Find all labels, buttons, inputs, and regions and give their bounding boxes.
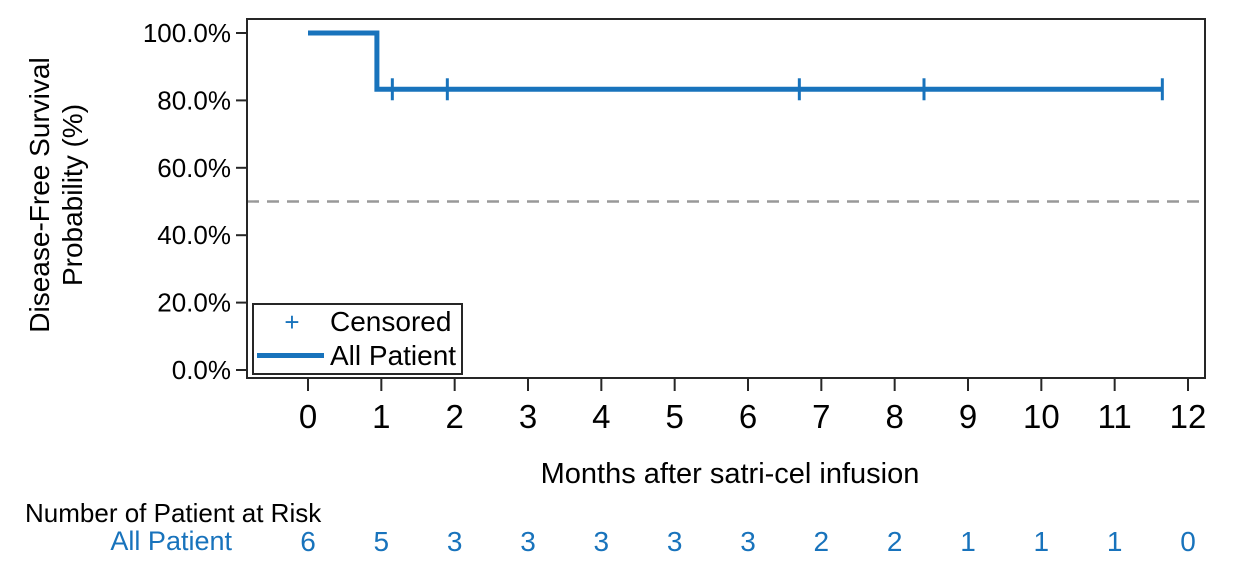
- risk-count: 6: [300, 526, 316, 557]
- legend-item-censored: + Censored: [254, 306, 461, 339]
- legend-label-all-patient: All Patient: [330, 339, 457, 371]
- x-tick-label: 1: [372, 398, 390, 435]
- y-tick-label: 60.0%: [157, 153, 231, 183]
- x-tick-label: 2: [445, 398, 463, 435]
- risk-count: 3: [666, 526, 683, 557]
- risk-table-title: Number of Patient at Risk: [25, 498, 322, 528]
- y-tick-label: 40.0%: [157, 220, 231, 250]
- x-tick-label: 4: [592, 398, 610, 435]
- risk-count: 2: [813, 526, 830, 557]
- legend-label-censored: Censored: [330, 306, 452, 338]
- risk-count: 0: [1180, 526, 1196, 557]
- y-tick-label: 20.0%: [157, 288, 231, 318]
- censored-plus-icon: +: [284, 307, 300, 338]
- x-tick-label: 0: [299, 398, 317, 435]
- x-tick-label: 3: [519, 398, 537, 435]
- y-axis-title: Disease-Free Survival Probability (%): [23, 0, 89, 405]
- risk-count: 3: [593, 526, 610, 557]
- x-tick-label: 6: [739, 398, 757, 435]
- risk-count: 1: [960, 526, 976, 557]
- risk-count: 3: [520, 526, 536, 557]
- x-tick-label: 8: [885, 398, 903, 435]
- x-axis-title: Months after satri-cel infusion: [540, 458, 920, 490]
- risk-count: 2: [886, 526, 903, 557]
- y-axis-title-line1: Disease-Free Survival: [24, 57, 55, 333]
- series-line-swatch: [257, 353, 324, 359]
- x-tick-label: 10: [1023, 398, 1060, 435]
- legend-item-all-patient: All Patient: [254, 339, 461, 372]
- survival-step-line: [308, 30, 1163, 92]
- y-tick-label: 80.0%: [157, 85, 231, 115]
- x-tick-label: 12: [1170, 398, 1207, 435]
- legend-marker-cell: +: [254, 309, 330, 335]
- x-tick-label: 7: [812, 398, 830, 435]
- plot-border: [246, 18, 1206, 379]
- x-tick-label: 5: [665, 398, 683, 435]
- risk-count: 1: [1106, 526, 1123, 557]
- risk-row-label: All Patient: [110, 526, 232, 556]
- risk-count: 1: [1033, 526, 1050, 557]
- risk-count: 3: [740, 526, 756, 557]
- legend: + Censored All Patient: [252, 303, 463, 375]
- risk-count: 3: [446, 526, 463, 557]
- risk-count: 5: [373, 526, 390, 557]
- x-tick-label: 11: [1098, 398, 1132, 435]
- legend-marker-cell: [254, 353, 330, 359]
- y-axis-title-line2: Probability (%): [57, 103, 88, 287]
- y-tick-label: 100.0%: [143, 18, 231, 48]
- y-tick-label: 0.0%: [172, 355, 231, 385]
- x-tick-label: 9: [959, 398, 977, 435]
